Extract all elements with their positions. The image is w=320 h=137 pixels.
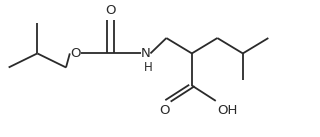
Text: O: O [105,4,116,17]
Text: O: O [160,104,170,117]
Text: H: H [144,61,153,74]
Text: OH: OH [217,104,238,117]
Text: N: N [141,47,150,60]
Text: O: O [70,47,81,60]
